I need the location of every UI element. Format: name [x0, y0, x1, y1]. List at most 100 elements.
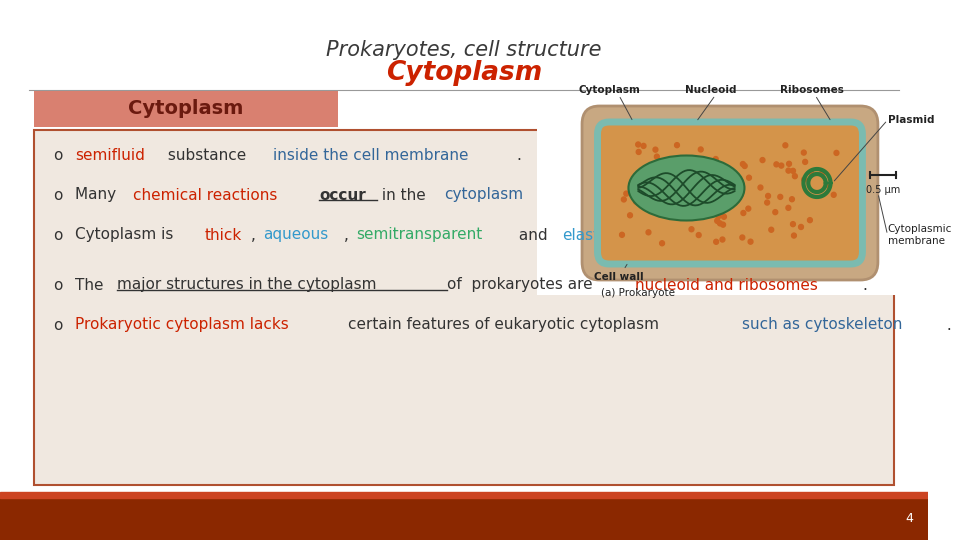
Circle shape — [634, 199, 638, 204]
Text: 4: 4 — [905, 512, 913, 525]
Circle shape — [718, 184, 723, 188]
Circle shape — [636, 150, 641, 154]
Text: Ribosomes: Ribosomes — [780, 85, 844, 95]
Circle shape — [827, 183, 831, 188]
Circle shape — [639, 173, 644, 178]
Text: ,: , — [251, 227, 260, 242]
Circle shape — [666, 173, 671, 178]
Text: o: o — [53, 187, 62, 202]
Bar — [0, 492, 928, 498]
Text: thick: thick — [204, 227, 242, 242]
Circle shape — [713, 239, 719, 244]
Circle shape — [628, 213, 633, 218]
Circle shape — [655, 154, 660, 159]
Text: Plasmid: Plasmid — [888, 115, 934, 125]
Circle shape — [786, 161, 791, 166]
Circle shape — [790, 221, 796, 227]
Circle shape — [741, 211, 746, 215]
Circle shape — [646, 230, 651, 235]
Circle shape — [678, 174, 683, 179]
Text: major structures in the cytoplasm: major structures in the cytoplasm — [117, 278, 381, 293]
Text: o: o — [53, 318, 62, 333]
Circle shape — [786, 168, 791, 173]
Circle shape — [713, 157, 718, 161]
Circle shape — [641, 144, 646, 149]
Bar — [0, 498, 928, 540]
Circle shape — [802, 177, 806, 182]
Circle shape — [688, 204, 693, 209]
Text: Cytoplasm: Cytoplasm — [386, 60, 542, 86]
Circle shape — [831, 192, 836, 197]
Circle shape — [783, 143, 788, 148]
Circle shape — [696, 233, 701, 238]
Text: aqueous: aqueous — [263, 227, 328, 242]
Circle shape — [712, 178, 717, 183]
Text: nucleoid and ribosomes: nucleoid and ribosomes — [635, 278, 818, 293]
Text: semitransparent: semitransparent — [356, 227, 483, 242]
Circle shape — [799, 225, 804, 230]
Text: .: . — [516, 147, 521, 163]
Circle shape — [774, 162, 779, 167]
Circle shape — [725, 192, 730, 197]
Circle shape — [748, 239, 753, 244]
Text: in the: in the — [377, 187, 431, 202]
Text: 0.5 μm: 0.5 μm — [866, 185, 900, 195]
Circle shape — [803, 159, 807, 164]
FancyBboxPatch shape — [34, 130, 895, 485]
Circle shape — [802, 150, 806, 155]
Text: of  prokaryotes are: of prokaryotes are — [446, 278, 597, 293]
Text: cytoplasm: cytoplasm — [444, 187, 523, 202]
Text: Cytoplasm: Cytoplasm — [128, 99, 243, 118]
Text: certain features of eukaryotic cytoplasm: certain features of eukaryotic cytoplasm — [348, 318, 664, 333]
Circle shape — [715, 218, 720, 224]
Circle shape — [651, 191, 656, 195]
Text: chemical reactions: chemical reactions — [132, 187, 282, 202]
Text: Many: Many — [76, 187, 121, 202]
Text: Cytoplasm is: Cytoplasm is — [76, 227, 179, 242]
Circle shape — [660, 241, 664, 246]
FancyBboxPatch shape — [34, 91, 338, 127]
Text: o: o — [53, 227, 62, 242]
Circle shape — [740, 235, 745, 240]
Circle shape — [702, 212, 707, 217]
Circle shape — [683, 177, 687, 182]
Circle shape — [649, 172, 654, 177]
Text: Cell wall: Cell wall — [594, 272, 643, 282]
Text: The: The — [76, 278, 108, 293]
Text: Cytoplasm: Cytoplasm — [578, 85, 640, 95]
Circle shape — [742, 164, 747, 168]
Circle shape — [637, 181, 642, 186]
Text: (a) Prokaryote: (a) Prokaryote — [601, 288, 676, 298]
Circle shape — [717, 221, 722, 226]
Circle shape — [643, 195, 648, 200]
Circle shape — [619, 232, 624, 237]
Circle shape — [808, 170, 813, 176]
Text: and: and — [514, 227, 552, 242]
Text: o: o — [53, 278, 62, 293]
Text: semifluid: semifluid — [76, 147, 145, 163]
Circle shape — [786, 205, 791, 211]
Circle shape — [644, 193, 649, 198]
Circle shape — [740, 161, 745, 166]
FancyBboxPatch shape — [537, 95, 919, 295]
Text: such as cytoskeleton: such as cytoskeleton — [742, 318, 902, 333]
Text: occur: occur — [319, 187, 366, 202]
Text: substance: substance — [162, 147, 251, 163]
Circle shape — [760, 158, 765, 163]
Circle shape — [649, 171, 654, 176]
Text: Prokaryotic cytoplasm lacks: Prokaryotic cytoplasm lacks — [76, 318, 294, 333]
Text: .: . — [863, 278, 868, 293]
Circle shape — [689, 227, 694, 232]
Circle shape — [689, 188, 694, 193]
Circle shape — [765, 200, 770, 205]
Circle shape — [778, 194, 782, 199]
Circle shape — [834, 151, 839, 156]
Text: o: o — [53, 147, 62, 163]
Circle shape — [716, 214, 721, 219]
Circle shape — [681, 174, 685, 179]
Circle shape — [624, 191, 629, 196]
Circle shape — [663, 200, 668, 205]
Text: inside the cell membrane: inside the cell membrane — [273, 147, 468, 163]
Circle shape — [820, 170, 825, 175]
Circle shape — [684, 183, 688, 187]
